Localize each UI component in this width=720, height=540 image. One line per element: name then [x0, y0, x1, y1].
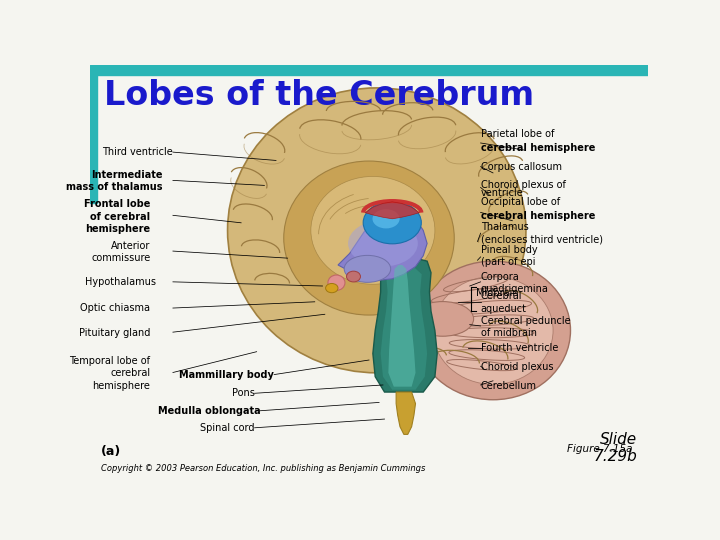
Text: Pineal body
(part of epi: Pineal body (part of epi — [481, 245, 537, 267]
Text: Slide
7.29b: Slide 7.29b — [593, 433, 637, 464]
Text: (a): (a) — [101, 444, 121, 457]
Text: cerebral hemisphere: cerebral hemisphere — [481, 143, 595, 153]
Text: Optic chiasma: Optic chiasma — [80, 303, 150, 313]
Text: Corpus callosum: Corpus callosum — [481, 161, 562, 172]
Bar — [90, 69, 97, 204]
Text: Frontal lobe
of cerebral
hemisphere: Frontal lobe of cerebral hemisphere — [84, 199, 150, 234]
Text: Medulla oblongata: Medulla oblongata — [158, 406, 260, 416]
Polygon shape — [365, 202, 419, 219]
Text: Occipital lobe of: Occipital lobe of — [481, 198, 559, 219]
Text: Pituitary gland: Pituitary gland — [79, 328, 150, 338]
Text: Pons: Pons — [232, 388, 255, 399]
Text: Intermediate
mass of thalamus: Intermediate mass of thalamus — [66, 170, 163, 192]
Text: Cerebral peduncle
of midbrain: Cerebral peduncle of midbrain — [481, 315, 570, 338]
Text: Midbrain: Midbrain — [476, 288, 519, 299]
Text: Parietal lobe of: Parietal lobe of — [481, 129, 554, 151]
Text: Anterior
commissure: Anterior commissure — [91, 241, 150, 263]
Ellipse shape — [415, 261, 570, 400]
Text: Hypothalamus: Hypothalamus — [85, 277, 156, 287]
Polygon shape — [381, 265, 427, 390]
Text: Cerebral
aqueduct: Cerebral aqueduct — [481, 292, 526, 314]
Text: Third ventricle: Third ventricle — [102, 147, 173, 157]
Text: cerebral hemisphere: cerebral hemisphere — [481, 211, 595, 221]
Ellipse shape — [228, 88, 526, 373]
Text: Mammillary body: Mammillary body — [179, 369, 274, 380]
Text: Choroid plexus: Choroid plexus — [481, 362, 553, 372]
Polygon shape — [338, 211, 427, 280]
Text: Lobes of the Cerebrum: Lobes of the Cerebrum — [104, 79, 534, 112]
Polygon shape — [396, 392, 415, 434]
Text: Cerebellum: Cerebellum — [481, 381, 536, 391]
Ellipse shape — [363, 201, 421, 244]
Ellipse shape — [284, 161, 454, 315]
Text: ventricle: ventricle — [481, 188, 523, 198]
Text: Spinal cord: Spinal cord — [200, 423, 255, 433]
Ellipse shape — [325, 284, 338, 293]
Text: Temporal lobe of
cerebral
hemisphere: Temporal lobe of cerebral hemisphere — [69, 356, 150, 391]
Ellipse shape — [346, 271, 361, 282]
Text: Thalamus
(encloses third ventricle): Thalamus (encloses third ventricle) — [481, 222, 603, 245]
Ellipse shape — [344, 255, 391, 282]
Text: Copyright © 2003 Pearson Education, Inc. publishing as Benjamin Cummings: Copyright © 2003 Pearson Education, Inc.… — [101, 464, 426, 473]
Ellipse shape — [433, 276, 553, 384]
Polygon shape — [373, 257, 437, 392]
Ellipse shape — [348, 220, 418, 267]
Ellipse shape — [412, 301, 474, 336]
Bar — [90, 65, 648, 75]
Ellipse shape — [372, 209, 400, 228]
Text: Fourth ventricle: Fourth ventricle — [481, 343, 558, 353]
Ellipse shape — [311, 177, 435, 284]
Ellipse shape — [328, 275, 345, 291]
Text: Figure 7.15a: Figure 7.15a — [567, 444, 632, 455]
Text: Choroid plexus of: Choroid plexus of — [481, 180, 569, 191]
Polygon shape — [388, 265, 415, 387]
Text: Corpora
quadrigemina: Corpora quadrigemina — [481, 272, 549, 294]
